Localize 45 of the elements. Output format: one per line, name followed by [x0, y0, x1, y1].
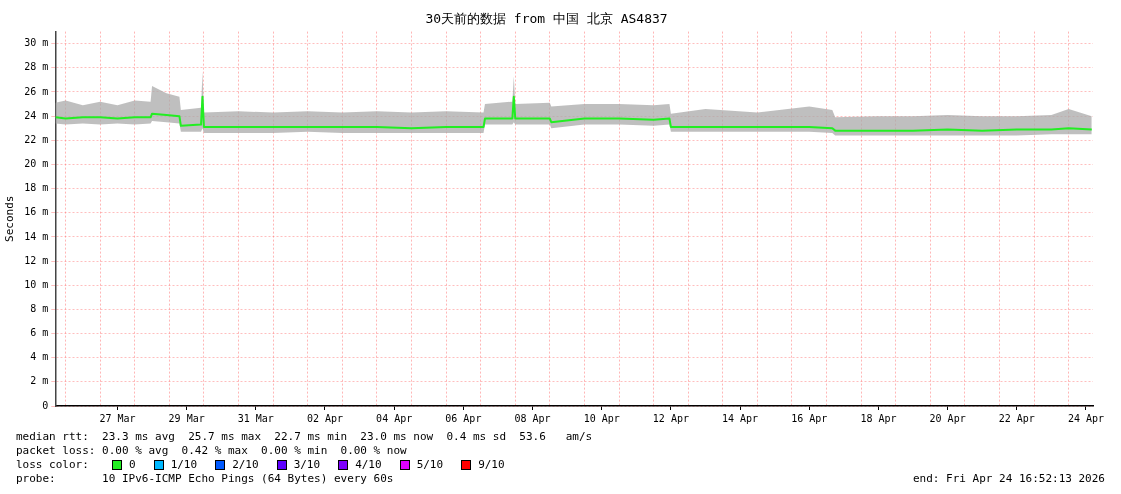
legend-label: 5/10 [416, 458, 444, 472]
y-tick-label: 18 m [24, 182, 49, 194]
y-tick-label: 2 m [30, 375, 49, 387]
y-tick-label: 12 m [24, 254, 49, 266]
x-tick-label: 22 Apr [998, 412, 1035, 424]
y-tick-label: 24 m [24, 109, 49, 121]
y-tick-label: 30 m [24, 37, 49, 49]
x-tick-label: 04 Apr [376, 412, 413, 424]
y-tick-label: 22 m [24, 133, 49, 145]
legend-label: 2/10 [232, 458, 259, 472]
y-tick-label: 26 m [24, 85, 49, 97]
x-tick-label: 10 Apr [583, 412, 620, 424]
x-tick-label: 18 Apr [860, 412, 897, 424]
x-tick-label: 06 Apr [445, 412, 482, 424]
text: median rtt: 23.3 ms avg 25.7 ms max 22.7 ms min 23.0 ms now 0.4 ms sd 53.6 am/s [16, 430, 594, 444]
legend-label: 3/10 [293, 458, 321, 472]
legend-label: 9/10 [478, 458, 505, 472]
y-tick-label: 10 m [24, 278, 49, 290]
y-tick-label: 20 m [24, 158, 49, 170]
x-tick-label: 31 Mar [237, 412, 274, 424]
y-tick-label: 8 m [30, 302, 49, 314]
y-axis-title: Seconds [3, 195, 17, 242]
chart-title: 30天前的数据 from 中国 北京 AS4837 [425, 11, 668, 27]
legend-title: loss color: [16, 458, 90, 472]
legend-label: 4/10 [355, 458, 382, 472]
text: end: Fri Apr 24 16:52:13 2026 [912, 472, 1105, 486]
text: packet loss: 0.00 % avg 0.42 % max 0.00 % min 0.00 % now [16, 444, 408, 458]
x-tick-label: 08 Apr [514, 412, 551, 424]
y-tick-label: 4 m [30, 351, 49, 363]
x-tick-label: 24 Apr [1067, 412, 1105, 424]
y-tick-label: 28 m [24, 61, 49, 73]
x-tick-label: 02 Apr [306, 412, 344, 424]
y-tick-label: 16 m [24, 206, 49, 218]
legend-label: 0 [129, 458, 136, 472]
x-tick-label: 14 Apr [722, 412, 759, 424]
x-tick-label: 29 Mar [168, 412, 205, 424]
y-tick-label: 6 m [30, 327, 49, 339]
y-tick-label: 14 m [24, 230, 49, 242]
legend-label: 1/10 [170, 458, 198, 472]
x-tick-label: 16 Apr [791, 412, 828, 424]
y-tick-label: 0 [42, 399, 49, 411]
text: probe: 10 IPv6-ICMP Echo Pings (64 Bytes) every 60s [16, 472, 394, 486]
x-tick-label: 12 Apr [652, 412, 689, 424]
x-tick-label: 27 Mar [99, 412, 136, 424]
x-tick-label: 20 Apr [929, 412, 966, 424]
